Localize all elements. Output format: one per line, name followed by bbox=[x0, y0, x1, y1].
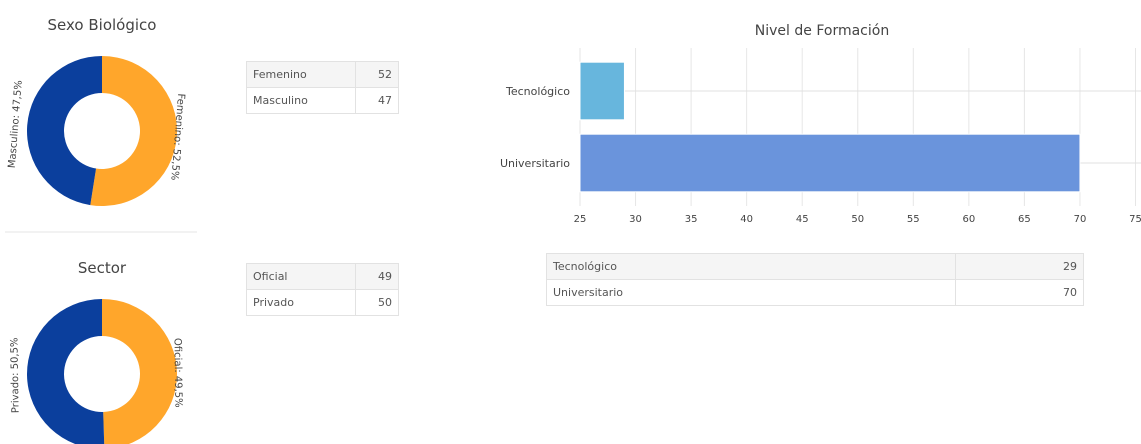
table: Tecnológico 29 Universitario 70 bbox=[546, 253, 1084, 306]
table-row: Tecnológico 29 bbox=[546, 253, 1084, 280]
table: Oficial 49 Privado 50 bbox=[246, 263, 399, 316]
table-row: Oficial 49 bbox=[246, 263, 399, 290]
bar bbox=[579, 133, 1081, 193]
x-tick-label: 50 bbox=[851, 214, 864, 225]
x-tick-label: 55 bbox=[907, 214, 920, 225]
table-cell: 50 bbox=[355, 289, 399, 316]
table-cell: 70 bbox=[955, 279, 1084, 306]
table-row: Privado 50 bbox=[246, 289, 399, 316]
slice-label: Privado: 50,5% bbox=[9, 337, 21, 413]
slice-label: Masculino: 47,5% bbox=[7, 80, 25, 169]
table-row: Universitario 70 bbox=[546, 279, 1084, 306]
table-cell: 49 bbox=[355, 263, 399, 290]
x-tick-label: 45 bbox=[796, 214, 809, 225]
donut-slice bbox=[102, 299, 177, 444]
table: Femenino 52 Masculino 47 bbox=[246, 61, 399, 114]
x-tick-label: 70 bbox=[1074, 214, 1087, 225]
table-cell: Privado bbox=[246, 289, 356, 316]
donut-slice bbox=[90, 56, 177, 206]
table-row: Femenino 52 bbox=[246, 61, 399, 88]
x-tick-label: 65 bbox=[1018, 214, 1031, 225]
table-cell: Tecnológico bbox=[546, 253, 956, 280]
x-tick-label: 35 bbox=[685, 214, 698, 225]
chart-title: Sexo Biológico bbox=[48, 16, 157, 34]
table-cell: 52 bbox=[355, 61, 399, 88]
donut-slice bbox=[26, 56, 103, 206]
table-cell: Masculino bbox=[246, 87, 356, 114]
x-tick-label: 25 bbox=[574, 214, 587, 225]
x-tick-label: 40 bbox=[740, 214, 753, 225]
table-cell: Oficial bbox=[246, 263, 356, 290]
bar bbox=[579, 61, 625, 121]
table-cell: 29 bbox=[955, 253, 1084, 280]
chart-title: Nivel de Formación bbox=[755, 23, 889, 39]
x-tick-label: 30 bbox=[629, 214, 642, 225]
table-row: Masculino 47 bbox=[246, 87, 399, 114]
table-cell: Universitario bbox=[546, 279, 956, 306]
chart-title: Sector bbox=[78, 259, 127, 277]
donut-slice bbox=[27, 299, 105, 444]
x-tick-label: 60 bbox=[962, 214, 975, 225]
table-cell: Femenino bbox=[246, 61, 356, 88]
y-tick-label: Universitario bbox=[500, 157, 570, 170]
table-cell: 47 bbox=[355, 87, 399, 114]
x-tick-label: 75 bbox=[1129, 214, 1141, 225]
slice-label: Oficial: 49,5% bbox=[171, 338, 183, 408]
y-tick-label: Tecnológico bbox=[505, 85, 570, 98]
